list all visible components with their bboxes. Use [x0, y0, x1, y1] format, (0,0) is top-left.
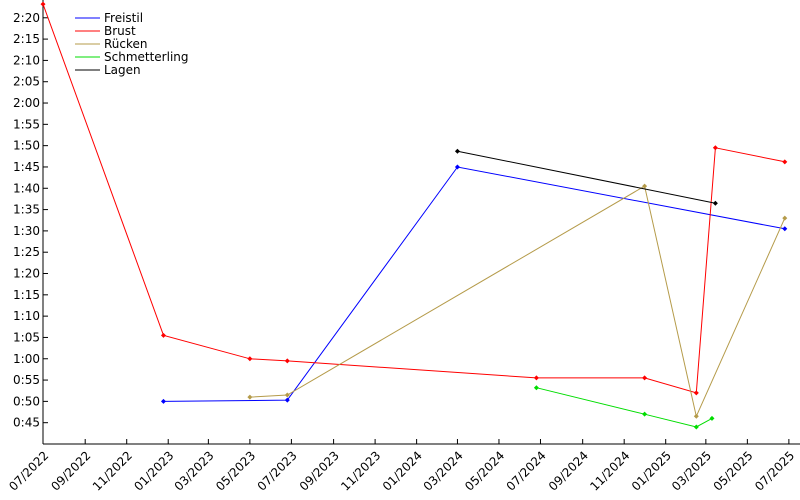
legend-label: Rücken	[104, 37, 148, 51]
y-tick-label: 1:55	[13, 117, 40, 131]
data-point-brust	[782, 159, 788, 165]
x-tick-label: 01/2024	[380, 448, 425, 493]
data-point-rücken	[247, 394, 253, 400]
x-tick-label: 05/2025	[711, 448, 756, 493]
legend-label: Brust	[104, 24, 136, 38]
data-point-freistil	[782, 226, 788, 232]
y-tick-label: 0:45	[13, 416, 40, 430]
series-line-freistil	[163, 166, 785, 402]
data-point-schmetterling	[533, 385, 539, 391]
series-line-schmetterling	[536, 387, 713, 428]
data-point-schmetterling	[642, 411, 648, 417]
x-tick-label: 11/2022	[90, 448, 135, 493]
series-lines	[42, 3, 786, 428]
x-tick-label: 07/2022	[6, 448, 51, 493]
x-tick-label: 05/2023	[213, 448, 258, 493]
x-tick-label: 03/2023	[172, 448, 217, 493]
y-tick-label: 2:00	[13, 96, 40, 110]
x-tick-label: 11/2024	[587, 448, 632, 493]
series-line-lagen	[457, 150, 716, 204]
data-point-brust	[284, 358, 290, 364]
data-point-schmetterling	[709, 415, 715, 421]
data-point-rücken	[642, 183, 648, 189]
x-tick-label: 09/2023	[297, 448, 342, 493]
data-point-brust	[642, 375, 648, 381]
x-tick-label: 01/2023	[131, 448, 176, 493]
data-point-freistil	[284, 397, 290, 403]
data-point-brust	[247, 356, 253, 362]
legend-label: Freistil	[104, 11, 143, 25]
x-tick-label: 07/2025	[752, 448, 797, 493]
y-tick-label: 2:20	[13, 11, 40, 25]
y-tick-label: 1:20	[13, 267, 40, 281]
legend-label: Schmetterling	[104, 50, 189, 64]
data-point-lagen	[712, 200, 718, 206]
data-point-brust	[160, 332, 166, 338]
series-line-rücken	[249, 185, 786, 418]
x-tick-label: 11/2023	[338, 448, 383, 493]
y-tick-label: 2:10	[13, 53, 40, 67]
x-tick-label: 09/2024	[546, 448, 591, 493]
x-tick-label: 03/2024	[421, 448, 466, 493]
y-tick-label: 2:05	[13, 75, 40, 89]
x-tick-label: 03/2025	[669, 448, 714, 493]
data-point-brust	[40, 1, 46, 7]
x-tick-label: 07/2024	[504, 448, 549, 493]
x-tick-label: 05/2024	[462, 448, 507, 493]
chart-axes	[42, 0, 800, 445]
x-tick-label: 07/2023	[255, 448, 300, 493]
y-tick-label: 1:10	[13, 309, 40, 323]
y-tick-label: 1:50	[13, 139, 40, 153]
y-tick-label: 0:55	[13, 373, 40, 387]
series-points	[40, 1, 788, 430]
y-tick-label: 1:40	[13, 181, 40, 195]
data-point-brust	[693, 390, 699, 396]
data-point-brust	[533, 375, 539, 381]
y-tick-label: 0:50	[13, 394, 40, 408]
y-tick-label: 1:05	[13, 330, 40, 344]
data-point-brust	[712, 145, 718, 151]
y-tick-label: 1:45	[13, 160, 40, 174]
y-tick-label: 1:30	[13, 224, 40, 238]
y-axis: 0:45 0:50 0:55 1:00 1:05 1:10 1:15 1:20 1:25 1:30…	[13, 11, 48, 430]
legend-label: Lagen	[104, 63, 141, 77]
y-tick-label: 1:00	[13, 352, 40, 366]
x-tick-label: 09/2022	[48, 448, 93, 493]
y-tick-label: 1:35	[13, 203, 40, 217]
y-tick-label: 1:25	[13, 245, 40, 259]
data-point-rücken	[782, 215, 788, 221]
data-point-freistil	[454, 164, 460, 170]
x-tick-label: 01/2025	[629, 448, 674, 493]
data-point-rücken	[693, 413, 699, 419]
y-tick-label: 1:15	[13, 288, 40, 302]
data-point-schmetterling	[693, 424, 699, 430]
data-point-rücken	[284, 392, 290, 398]
data-point-freistil	[160, 398, 166, 404]
data-point-lagen	[454, 148, 460, 154]
y-tick-label: 2:15	[13, 32, 40, 46]
x-axis: 07/202209/202211/202201/202303/202305/20…	[6, 439, 797, 494]
